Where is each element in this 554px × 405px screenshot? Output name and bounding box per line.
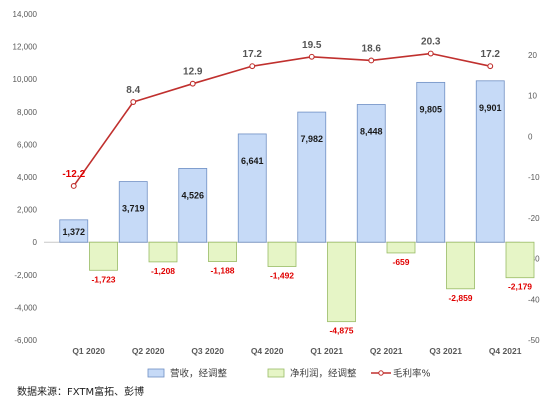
gross-margin-point <box>487 63 494 70</box>
y-right-tick-label: 0 <box>528 132 533 141</box>
net-profit-data-label: -2,859 <box>448 293 472 303</box>
x-category-label: Q3 2020 <box>191 346 224 356</box>
revenue-bar <box>475 80 505 243</box>
x-category-label: Q1 2020 <box>72 346 105 356</box>
net-profit-data-label: -1,723 <box>91 274 115 284</box>
net-profit-bar <box>148 241 178 263</box>
gross-margin-line <box>73 52 491 187</box>
y-right-tick-label: -50 <box>528 336 540 345</box>
revenue-data-label: 9,901 <box>479 103 502 113</box>
y-left-tick-label: -4,000 <box>14 303 37 312</box>
gross-margin-point <box>249 63 256 70</box>
net-profit-bar <box>386 241 416 254</box>
gross-margin-data-label: 19.5 <box>302 40 322 51</box>
gross-margin-point <box>70 183 77 189</box>
y-left-tick-label: -2,000 <box>14 271 37 280</box>
gross-margin-data-label: 20.3 <box>421 37 441 48</box>
revenue-bar <box>297 111 327 243</box>
revenue-bar <box>118 181 148 243</box>
gross-margin-point <box>427 50 434 57</box>
revenue-data-label: 4,526 <box>181 190 204 200</box>
revenue-data-label: 7,982 <box>300 134 323 144</box>
y-left-tick-label: 10,000 <box>13 75 38 84</box>
net-profit-bar <box>327 241 356 323</box>
y-left-tick-label: 6,000 <box>17 140 38 149</box>
revenue-bar <box>178 168 208 243</box>
x-category-label: Q1 2021 <box>310 346 343 356</box>
net-profit-data-label: -2,179 <box>508 282 532 292</box>
legend-marker <box>378 370 384 376</box>
revenue-bar <box>356 104 386 243</box>
revenue-data-label: 3,719 <box>122 204 145 214</box>
legend-label: 营收，经调整 <box>170 368 228 380</box>
legend-swatch <box>147 368 165 378</box>
gross-margin-point <box>368 57 375 64</box>
revenue-data-label: 6,641 <box>241 156 264 166</box>
revenue-bar <box>59 219 89 243</box>
gross-margin-point <box>308 53 315 60</box>
legend-swatch <box>267 368 285 378</box>
gross-margin-point <box>189 80 196 87</box>
net-profit-bar <box>208 241 237 262</box>
gross-margin-data-label: 8.4 <box>126 85 140 96</box>
net-profit-bar <box>89 241 118 271</box>
x-category-label: Q3 2021 <box>429 346 462 356</box>
net-profit-data-label: -1,188 <box>210 266 234 276</box>
revenue-bar <box>416 81 446 243</box>
net-profit-data-label: -1,492 <box>270 271 294 281</box>
y-right-tick-label: -10 <box>528 173 540 182</box>
y-left-tick-label: 4,000 <box>17 173 38 182</box>
gross-margin-data-label: 12.9 <box>183 67 203 78</box>
gross-margin-data-label: 18.6 <box>362 43 382 54</box>
y-right-tick-label: 10 <box>528 92 537 101</box>
net-profit-data-label: -4,875 <box>329 326 353 336</box>
y-left-tick-label: 2,000 <box>17 206 38 215</box>
revenue-bar <box>237 133 267 243</box>
legend-label: 净利润，经调整 <box>290 368 357 380</box>
net-profit-bar <box>505 241 535 279</box>
y-right-tick-label: -40 <box>528 295 540 304</box>
y-left-tick-label: -6,000 <box>14 336 37 345</box>
net-profit-data-label: -659 <box>392 257 409 267</box>
source-note: 数据来源：FXTM富拓、彭博 <box>17 387 145 398</box>
gross-margin-point <box>130 99 137 105</box>
y-left-tick-label: 12,000 <box>13 43 38 52</box>
x-category-label: Q4 2020 <box>251 346 284 356</box>
y-left-tick-label: 0 <box>33 238 38 247</box>
y-left-tick-label: 14,000 <box>13 10 38 19</box>
gross-margin-data-label: 17.2 <box>481 49 501 60</box>
net-profit-data-label: -1,208 <box>151 266 175 276</box>
net-profit-bar <box>267 241 297 267</box>
y-left-tick-label: 8,000 <box>17 108 38 117</box>
y-right-tick-label: 20 <box>528 51 537 60</box>
x-category-label: Q2 2021 <box>370 346 403 356</box>
y-right-tick-label: -20 <box>528 214 540 223</box>
x-category-label: Q2 2020 <box>132 346 165 356</box>
x-category-label: Q4 2021 <box>489 346 522 356</box>
revenue-data-label: 1,372 <box>62 227 85 237</box>
legend-label: 毛利率% <box>393 368 431 380</box>
revenue-data-label: 9,805 <box>419 104 442 114</box>
net-profit-bar <box>446 241 475 290</box>
revenue-data-label: 8,448 <box>360 126 383 136</box>
gross-margin-data-label: -12.2 <box>62 169 85 180</box>
gross-margin-data-label: 17.2 <box>243 49 263 60</box>
